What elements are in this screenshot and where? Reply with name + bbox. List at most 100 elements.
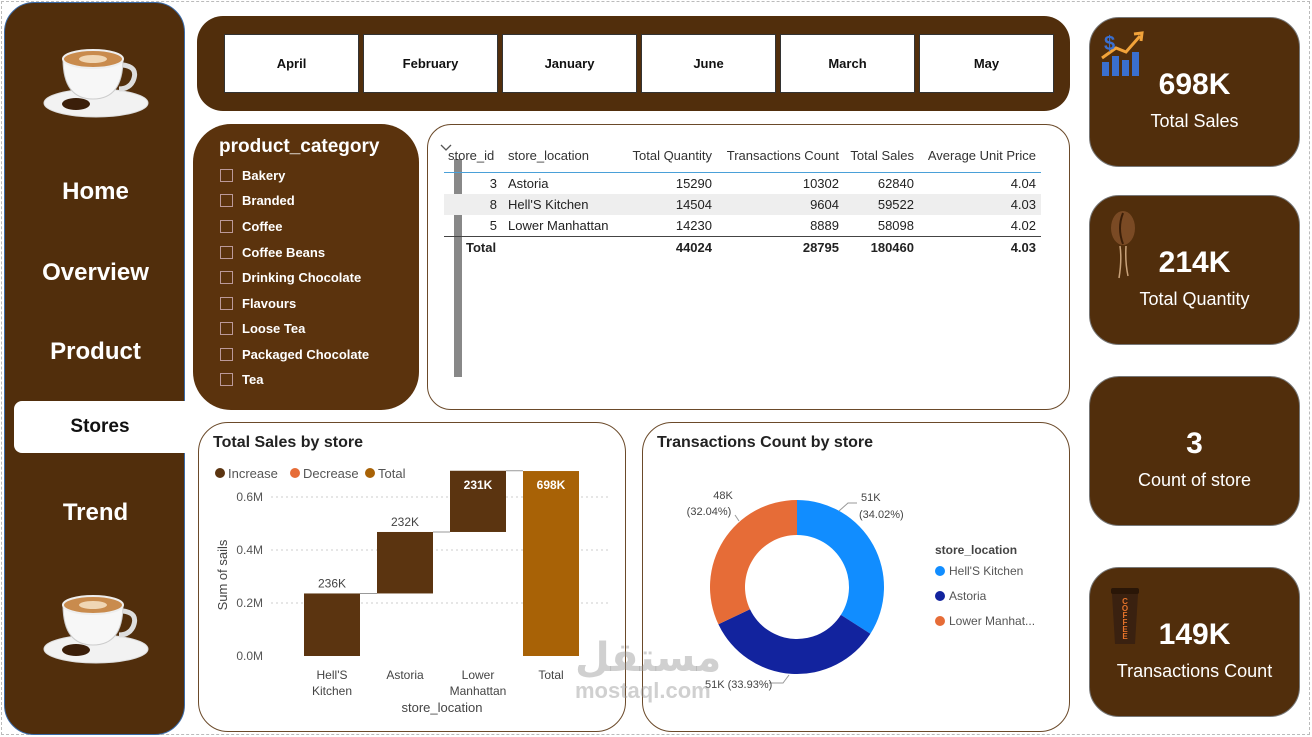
legend-label[interactable]: Total bbox=[378, 466, 406, 481]
leader-line bbox=[769, 674, 790, 684]
category-option[interactable]: Coffee Beans bbox=[220, 245, 325, 260]
legend-label[interactable]: Decrease bbox=[303, 466, 359, 481]
chevron-down-icon[interactable] bbox=[440, 143, 452, 153]
data-label: 698K bbox=[537, 478, 566, 492]
legend-marker bbox=[935, 591, 945, 601]
category-option[interactable]: Bakery bbox=[220, 168, 285, 183]
y-tick-label: 0.0M bbox=[236, 649, 263, 663]
legend-label[interactable]: Hell'S Kitchen bbox=[949, 564, 1023, 578]
scrollbar[interactable] bbox=[454, 159, 462, 377]
y-tick-label: 0.2M bbox=[236, 596, 263, 610]
y-axis-label: Sum of sails bbox=[215, 539, 230, 610]
table-row[interactable]: 3 Astoria 15290 10302 62840 4.04 bbox=[489, 176, 1036, 191]
data-label: 231K bbox=[464, 478, 493, 492]
month-button[interactable]: May bbox=[919, 34, 1054, 93]
donut-slice[interactable] bbox=[718, 609, 871, 674]
month-button[interactable]: June bbox=[641, 34, 776, 93]
x-tick-label: Hell'S bbox=[317, 668, 348, 682]
legend-label[interactable]: Increase bbox=[228, 466, 278, 481]
checkbox[interactable] bbox=[220, 246, 233, 259]
category-option[interactable]: Flavours bbox=[220, 296, 296, 311]
checkbox[interactable] bbox=[220, 194, 233, 207]
store-table: store_id store_location Total Quantity T… bbox=[444, 139, 1041, 257]
nav-stores[interactable]: Stores bbox=[14, 401, 186, 453]
category-option[interactable]: Tea bbox=[220, 372, 263, 387]
checkbox[interactable] bbox=[220, 348, 233, 361]
x-axis-label: store_location bbox=[402, 700, 483, 715]
kpi-label: Count of store bbox=[1137, 470, 1252, 490]
total-sales-chart-card: Total Sales by store Increase Decrease Tot… bbox=[198, 422, 626, 732]
month-button[interactable]: March bbox=[780, 34, 915, 93]
chart-title: Total Sales by store bbox=[213, 434, 363, 451]
checkbox[interactable] bbox=[220, 373, 233, 386]
coffee-bean-icon bbox=[1111, 211, 1135, 279]
nav-product[interactable]: Product bbox=[50, 338, 141, 365]
column-header[interactable]: Total Quantity bbox=[632, 148, 713, 163]
coffee-cup-icon bbox=[43, 49, 149, 118]
month-button[interactable]: April bbox=[224, 34, 359, 93]
legend-label[interactable]: Lower Manhat... bbox=[949, 614, 1035, 628]
table-row[interactable]: 5 Lower Manhattan 14230 8889 58098 4.02 bbox=[489, 218, 1036, 233]
legend-marker bbox=[935, 566, 945, 576]
svg-text:$: $ bbox=[1104, 33, 1115, 55]
slice-label: 48K bbox=[713, 490, 733, 502]
kpi-value: 214K bbox=[1158, 246, 1231, 279]
sales-chart-icon: $ bbox=[1101, 31, 1144, 76]
x-tick-label: Manhattan bbox=[450, 684, 507, 698]
kpi-value: 149K bbox=[1158, 618, 1231, 651]
legend-marker bbox=[215, 468, 225, 478]
waterfall-bar[interactable] bbox=[523, 471, 579, 656]
sidebar: Home Overview Product Trend bbox=[4, 2, 185, 735]
table-row[interactable]: 8 Hell'S Kitchen 14504 9604 59522 4.03 bbox=[444, 194, 1041, 215]
checkbox[interactable] bbox=[220, 220, 233, 233]
slicer-title: product_category bbox=[219, 136, 380, 157]
checkbox[interactable] bbox=[220, 322, 233, 335]
x-tick-label: Kitchen bbox=[312, 684, 352, 698]
nav-overview[interactable]: Overview bbox=[42, 259, 149, 286]
checkbox[interactable] bbox=[220, 169, 233, 182]
leader-line bbox=[734, 514, 740, 522]
donut-slice[interactable] bbox=[710, 500, 797, 625]
category-option[interactable]: Drinking Chocolate bbox=[220, 270, 361, 285]
kpi-count-of-store: 3 Count of store bbox=[1089, 376, 1300, 526]
nav-home[interactable]: Home bbox=[62, 178, 129, 205]
slice-label: (32.04%) bbox=[687, 506, 732, 518]
kpi-value: 698K bbox=[1158, 68, 1231, 101]
legend-marker bbox=[290, 468, 300, 478]
column-header[interactable]: store_location bbox=[508, 148, 589, 163]
column-header[interactable]: Transactions Count bbox=[726, 148, 839, 163]
donut-chart: 51K (34.02%) 51K (33.93%) 48K (32.04%) store_… bbox=[687, 490, 1035, 691]
category-option[interactable]: Packaged Chocolate bbox=[220, 347, 369, 362]
waterfall-bar[interactable] bbox=[450, 470, 506, 532]
kpi-label: Total Sales bbox=[1150, 111, 1239, 131]
category-option[interactable]: Coffee bbox=[220, 219, 282, 234]
table-total-row: Total 44024 28795 180460 4.03 bbox=[444, 236, 1041, 257]
legend-title: store_location bbox=[935, 543, 1017, 557]
month-button[interactable]: January bbox=[502, 34, 637, 93]
transactions-chart-card: Transactions Count by store 51K (34.02%) 5… bbox=[642, 422, 1070, 732]
category-option[interactable]: Branded bbox=[220, 193, 295, 208]
checkbox[interactable] bbox=[220, 271, 233, 284]
nav-trend[interactable]: Trend bbox=[62, 499, 129, 526]
table-header: store_id store_location Total Quantity T… bbox=[444, 139, 1041, 173]
column-header[interactable]: Total Sales bbox=[850, 148, 914, 163]
coffee-cup-icon bbox=[43, 595, 149, 664]
category-option[interactable]: Loose Tea bbox=[220, 321, 305, 336]
y-tick-label: 0.6M bbox=[236, 490, 263, 504]
waterfall-bar[interactable] bbox=[377, 531, 433, 594]
waterfall-bar[interactable] bbox=[304, 593, 360, 656]
leader-line bbox=[838, 502, 857, 512]
kpi-label: Total Quantity bbox=[1139, 289, 1250, 309]
column-header[interactable]: store_id bbox=[448, 148, 495, 163]
category-slicer: product_category Bakery Branded Coffee C… bbox=[193, 124, 419, 410]
kpi-total-quantity: 214K Total Quantity bbox=[1089, 195, 1300, 345]
checkbox[interactable] bbox=[220, 297, 233, 310]
month-button[interactable]: February bbox=[363, 34, 498, 93]
store-table-card: store_id store_location Total Quantity T… bbox=[427, 124, 1070, 410]
donut-slice[interactable] bbox=[797, 500, 884, 634]
legend-label[interactable]: Astoria bbox=[949, 589, 987, 603]
column-header[interactable]: Average Unit Price bbox=[927, 148, 1036, 163]
